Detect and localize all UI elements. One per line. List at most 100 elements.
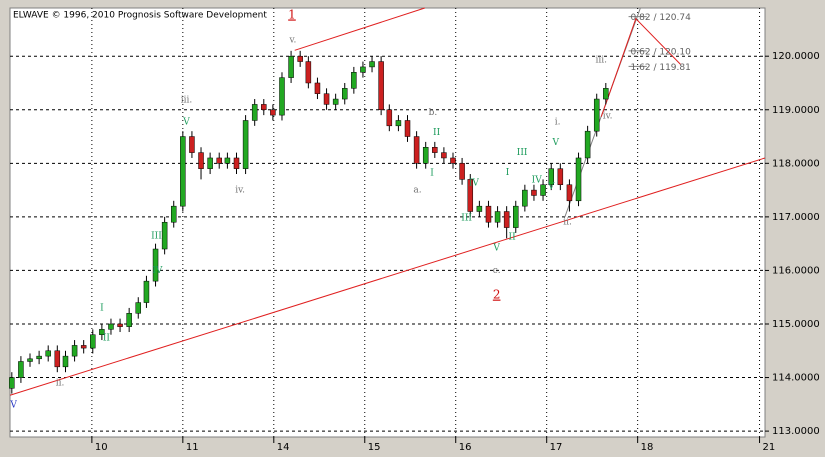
wave-label: i. xyxy=(555,118,561,128)
wave-label: b. xyxy=(429,108,438,118)
candle-body xyxy=(548,168,554,185)
x-tick-label: 15 xyxy=(368,442,381,453)
candle-body xyxy=(36,355,42,360)
candle-body xyxy=(575,157,582,202)
candle-body xyxy=(314,82,321,94)
wave-label: III xyxy=(461,213,472,223)
y-tick-label: 114.0000 xyxy=(772,373,820,384)
candle-body xyxy=(557,168,564,185)
wave-label: c. xyxy=(493,266,501,276)
y-tick-label: 116.0000 xyxy=(772,265,820,276)
candle-body xyxy=(566,184,573,202)
candle-body xyxy=(54,350,61,368)
candle-body xyxy=(27,358,33,362)
x-tick-label: 17 xyxy=(550,442,563,453)
candle-body xyxy=(170,205,177,223)
wave-label: 1 xyxy=(288,7,296,21)
wave-label: I xyxy=(430,168,434,178)
candle-body xyxy=(117,323,123,327)
wave-label: II xyxy=(509,233,517,243)
candle-body xyxy=(593,98,600,132)
candle-body xyxy=(351,72,357,89)
candle-body xyxy=(224,157,231,164)
candle-body xyxy=(143,280,150,303)
candle-body xyxy=(404,120,411,137)
wave-label: ii. xyxy=(563,218,572,228)
wave-label: iv. xyxy=(235,186,245,196)
candle-body xyxy=(288,55,294,78)
y-tick-label: 120.0000 xyxy=(772,51,820,62)
candle-body xyxy=(503,211,510,228)
candle-body xyxy=(207,157,213,169)
candle-body xyxy=(341,88,348,100)
candle-body xyxy=(216,157,222,164)
candle-body xyxy=(251,104,258,121)
wave-label: I xyxy=(506,168,510,178)
candle-body xyxy=(369,61,375,68)
candle-body xyxy=(71,345,78,357)
wave-label: V xyxy=(552,138,560,148)
x-tick-label: 10 xyxy=(95,442,108,453)
plot-area xyxy=(9,7,766,438)
candle-body xyxy=(323,93,330,105)
candle-body xyxy=(513,205,519,228)
wave-label: II xyxy=(433,128,441,138)
wave-label: v. xyxy=(288,36,296,46)
wave-label: 2 xyxy=(493,288,501,302)
projection-label: 0.82 / 120.74 xyxy=(631,13,692,23)
candle-body xyxy=(540,184,546,196)
candle-body xyxy=(531,189,537,196)
candle-body xyxy=(413,136,420,164)
wave-label: III xyxy=(151,232,162,242)
candle-body xyxy=(152,248,159,282)
wave-label: iii. xyxy=(181,96,193,106)
wave-label: iii. xyxy=(596,55,608,65)
candle-body xyxy=(386,109,393,127)
x-tick-label: 11 xyxy=(186,442,199,453)
candle-body xyxy=(108,323,114,330)
wave-label: V xyxy=(9,400,17,410)
wave-label: a. xyxy=(413,186,421,196)
candle-body xyxy=(9,377,15,389)
y-tick-label: 119.0000 xyxy=(772,105,820,116)
candle-body xyxy=(467,179,474,212)
wave-label: IV xyxy=(469,179,480,189)
candle-body xyxy=(198,152,204,169)
candle-body xyxy=(45,350,51,357)
candle-body xyxy=(584,130,591,159)
y-tick-label: 115.0000 xyxy=(772,319,820,330)
candle-body xyxy=(242,120,249,169)
candle-body xyxy=(297,55,303,62)
candle-body xyxy=(441,152,447,159)
candle-body xyxy=(332,98,339,105)
candle-body xyxy=(279,77,285,116)
candle-body xyxy=(494,211,501,223)
wave-label: V xyxy=(492,243,500,253)
candle-body xyxy=(395,120,402,127)
candle-body xyxy=(603,88,609,100)
wave-label: IV xyxy=(152,266,163,276)
candle-body xyxy=(18,361,24,378)
wave-label: V xyxy=(547,182,555,192)
candle-body xyxy=(305,61,312,84)
y-tick-label: 118.0000 xyxy=(772,158,820,169)
wave-label: V xyxy=(182,118,190,128)
candle-body xyxy=(378,61,384,111)
candle-body xyxy=(161,221,168,250)
candle-body xyxy=(80,345,87,349)
wave-label: I xyxy=(100,303,104,313)
candle-body xyxy=(62,355,69,368)
candle-body xyxy=(135,302,142,314)
candle-body xyxy=(126,313,132,327)
candle-body xyxy=(360,66,366,73)
candle-body xyxy=(459,163,465,180)
candle-body xyxy=(90,334,96,349)
projection-label: 0.62 / 120.10 xyxy=(631,47,692,57)
candle-body xyxy=(432,147,438,153)
y-tick-label: 117.0000 xyxy=(772,212,820,223)
candle-body xyxy=(450,157,456,164)
candle-body xyxy=(270,109,276,116)
candle-body xyxy=(180,136,186,207)
wave-label: ii. xyxy=(56,378,65,388)
